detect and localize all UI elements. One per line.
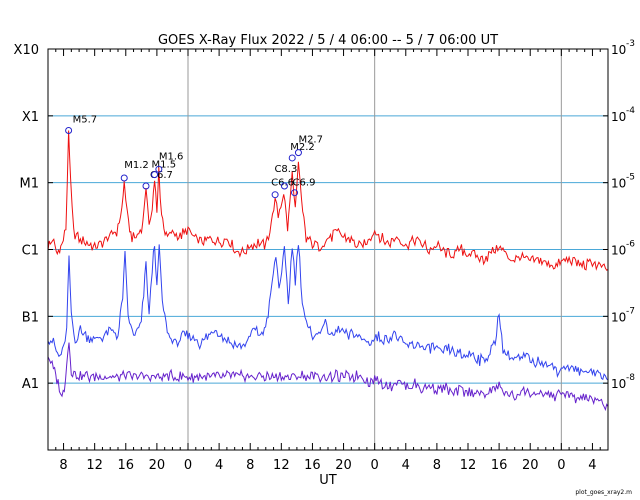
x-tick-label: 20 xyxy=(522,458,539,473)
right-tick-exponent: -8 xyxy=(626,373,635,383)
flare-marker xyxy=(288,154,296,162)
flare-marker xyxy=(151,171,159,179)
right-tick-exponent: -3 xyxy=(626,39,635,49)
right-tick-exponent: -4 xyxy=(626,106,635,116)
left-tick-label: C1 xyxy=(22,244,39,259)
flare-marker xyxy=(291,189,299,197)
x-tick-label: 8 xyxy=(433,458,441,473)
flare-marker xyxy=(155,165,163,173)
left-tick-label: X1 xyxy=(22,110,39,125)
flare-label: M1.5 xyxy=(152,160,177,171)
right-tick-label: 10 xyxy=(611,177,626,191)
x-tick-label: 8 xyxy=(246,458,254,473)
flare-layer: M5.7M1.2C6.7M1.5M1.6C6.6C8.3M2.2C6.9M2.7 xyxy=(65,115,323,199)
plot-credit: plot_goes_xray2.m xyxy=(575,489,632,496)
left-tick-label: M1 xyxy=(20,177,40,192)
x-tick-label: 16 xyxy=(118,458,135,473)
x-tick-label: 0 xyxy=(184,458,192,473)
right-tick-label: 10 xyxy=(611,43,626,57)
x-tick-label: 8 xyxy=(59,458,67,473)
right-tick-label: 10 xyxy=(611,110,626,124)
flare-marker xyxy=(142,182,150,190)
flare-label: M2.7 xyxy=(298,135,323,146)
flare-label: M1.2 xyxy=(124,160,149,171)
flare-label: M2.2 xyxy=(290,142,315,153)
x-tick-label: 12 xyxy=(273,458,290,473)
flare-marker xyxy=(271,191,279,199)
series-line-1 xyxy=(47,244,609,381)
x-tick-label: 0 xyxy=(371,458,379,473)
x-tick-label: 4 xyxy=(402,458,410,473)
flare-marker xyxy=(280,182,288,190)
flare-label: C6.7 xyxy=(150,170,173,181)
flare-label: C6.9 xyxy=(293,178,316,189)
flare-marker xyxy=(294,149,302,157)
right-tick-label: 10 xyxy=(611,244,626,258)
flare-label: C8.3 xyxy=(274,164,297,175)
x-axis-label: UT xyxy=(319,473,337,488)
right-tick-exponent: -7 xyxy=(626,306,635,316)
flare-label: M5.7 xyxy=(73,115,98,126)
x-tick-label: 0 xyxy=(557,458,565,473)
x-tick-label: 16 xyxy=(304,458,321,473)
right-tick-exponent: -5 xyxy=(626,173,635,183)
x-tick-label: 16 xyxy=(491,458,508,473)
x-tick-label: 4 xyxy=(215,458,223,473)
series-line-2 xyxy=(47,342,609,412)
chart-title: GOES X-Ray Flux 2022 / 5 / 4 06:00 -- 5 … xyxy=(158,33,498,48)
x-tick-label: 12 xyxy=(86,458,103,473)
flare-label: M1.6 xyxy=(159,151,184,162)
series-layer xyxy=(47,130,609,412)
series-line-0 xyxy=(47,130,609,271)
right-tick-exponent: -6 xyxy=(626,240,635,250)
flare-marker xyxy=(120,174,128,182)
x-tick-label: 20 xyxy=(149,458,166,473)
left-tick-label: X10 xyxy=(14,43,39,58)
flare-marker xyxy=(65,127,73,135)
left-tick-label: A1 xyxy=(22,377,39,392)
x-tick-label: 4 xyxy=(588,458,596,473)
left-tick-label: B1 xyxy=(22,310,39,325)
x-tick-label: 20 xyxy=(335,458,352,473)
x-tick-label: 12 xyxy=(460,458,477,473)
right-tick-label: 10 xyxy=(611,310,626,324)
right-tick-label: 10 xyxy=(611,377,626,391)
